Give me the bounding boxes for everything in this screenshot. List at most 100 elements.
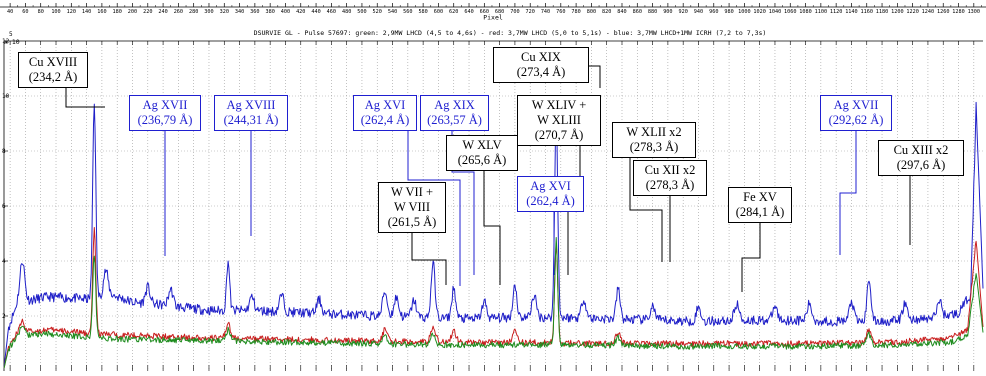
x-tick-label: 180 [113, 9, 122, 15]
annotation-box-9: Ag XVI (262,4 Å) [517, 176, 584, 212]
annotation-text: Ag XVII [833, 98, 879, 112]
x-tick-label: 140 [82, 9, 91, 15]
annotation-text: Cu XIII x2 [893, 143, 949, 157]
annotation-leader-5 [483, 171, 501, 285]
x-tick-label: 660 [480, 9, 489, 15]
annotation-text: (284,1 Å) [735, 205, 785, 219]
x-tick-label: 100 [51, 9, 60, 15]
x-tick-label: 120 [67, 9, 76, 15]
x-tick-label: 800 [587, 9, 596, 15]
x-tick-label: 920 [678, 9, 687, 15]
y-tick-label: 2 [2, 313, 6, 320]
annotation-text: (236,79 Å) [137, 113, 193, 127]
x-tick-label: 900 [663, 9, 672, 15]
annotation-text: (270,7 Å) [534, 128, 584, 142]
annotation-box-0: Cu XVIII (234,2 Å) [18, 52, 88, 88]
x-tick-label: 1280 [952, 9, 965, 15]
x-axis-label: Pixel [483, 14, 503, 22]
annotation-leader-0 [65, 88, 105, 108]
x-tick-label: 760 [556, 9, 565, 15]
x-tick-label: 540 [388, 9, 397, 15]
x-tick-label: 320 [220, 9, 229, 15]
annotation-text: (278,3 Å) [629, 140, 679, 154]
x-tick-label: 1120 [830, 9, 843, 15]
x-tick-label: 940 [694, 9, 703, 15]
x-tick-label: 240 [158, 9, 167, 15]
x-tick-label: 580 [418, 9, 427, 15]
annotation-leader-10 [629, 158, 663, 262]
y-tick-label: 12 [2, 38, 10, 45]
x-tick-label: 620 [449, 9, 458, 15]
axes [0, 3, 986, 371]
y-exponent-base: x 10 [4, 38, 20, 46]
annotation-text: (262,4 Å) [360, 113, 410, 127]
x-tick-label: 1060 [784, 9, 797, 15]
x-tick-label: 980 [724, 9, 733, 15]
x-tick-label: 420 [296, 9, 305, 15]
x-tick-label: 860 [633, 9, 642, 15]
x-tick-label: 1240 [922, 9, 935, 15]
x-tick-label: 1220 [906, 9, 919, 15]
y-tick-label: 10 [2, 93, 10, 100]
annotation-text: W XLV [462, 138, 502, 152]
x-tick-label: 40 [7, 9, 13, 15]
annotation-text: Cu XVIII [28, 55, 78, 69]
annotation-text: W VII + [391, 185, 433, 199]
annotation-box-6: W VII + W VIII (261,5 Å) [378, 182, 446, 233]
x-tick-label: 260 [174, 9, 183, 15]
x-tick-label: 160 [97, 9, 106, 15]
annotation-text: W XLIII [537, 113, 581, 127]
annotation-text: (265,6 Å) [457, 153, 507, 167]
annotation-text: Ag XVI [530, 179, 571, 193]
annotation-box-4: Ag XIX (263,57 Å) [420, 95, 489, 131]
annotation-leaders [65, 65, 911, 292]
x-tick-label: 1180 [876, 9, 889, 15]
annotation-text: Fe XV [743, 190, 777, 204]
annotation-leader-3 [407, 131, 461, 286]
x-tick-label: 60 [22, 9, 28, 15]
x-tick-label: 300 [204, 9, 213, 15]
y-exponent-power: 5 [9, 31, 13, 38]
annotation-box-7: Cu XIX (273,4 Å) [493, 47, 589, 83]
x-tick-label: 1080 [799, 9, 812, 15]
x-tick-label: 600 [434, 9, 443, 15]
annotation-text: (234,2 Å) [28, 70, 78, 84]
x-tick-label: 700 [510, 9, 519, 15]
annotation-text: Cu XIX [521, 50, 561, 64]
x-tick-label: 1160 [860, 9, 873, 15]
annotation-text: (278,3 Å) [645, 178, 695, 192]
annotation-text: (297,6 Å) [896, 158, 946, 172]
x-tick-label: 520 [373, 9, 382, 15]
x-tick-label: 360 [250, 9, 259, 15]
x-tick-label: 740 [541, 9, 550, 15]
annotation-text: (263,57 Å) [427, 113, 482, 127]
x-tick-label: 220 [143, 9, 152, 15]
annotation-text: (262,4 Å) [526, 194, 575, 208]
annotation-text: Ag XVI [364, 98, 406, 112]
annotation-text: (244,31 Å) [223, 113, 279, 127]
x-tick-label: 1000 [738, 9, 751, 15]
annotation-text: Cu XII x2 [644, 163, 696, 177]
x-tick-label: 340 [235, 9, 244, 15]
spectrum-series-0 [3, 101, 984, 369]
annotation-box-5: W XLV (265,6 Å) [446, 135, 518, 171]
x-tick-label: 480 [342, 9, 351, 15]
x-tick-label: 680 [495, 9, 504, 15]
annotation-box-12: Fe XV (284,1 Å) [728, 187, 792, 223]
x-tick-label: 1140 [845, 9, 858, 15]
x-tick-label: 640 [464, 9, 473, 15]
annotation-box-13: Ag XVII (292,62 Å) [820, 95, 892, 131]
x-tick-label: 460 [327, 9, 336, 15]
annotation-leader-13 [839, 131, 857, 255]
y-tick-label: 6 [2, 203, 6, 210]
annotation-box-2: Ag XVIII (244,31 Å) [214, 95, 288, 131]
x-tick-label: 200 [128, 9, 137, 15]
chart-title: DSURVIE GL - Pulse 57697: green: 2,9MW L… [254, 29, 767, 37]
annotation-text: (273,4 Å) [516, 65, 566, 79]
y-tick-label: 4 [2, 258, 6, 265]
x-tick-label: 1040 [769, 9, 782, 15]
x-tick-label: 1020 [753, 9, 766, 15]
x-tick-label: 720 [526, 9, 535, 15]
x-tick-label: 440 [311, 9, 320, 15]
